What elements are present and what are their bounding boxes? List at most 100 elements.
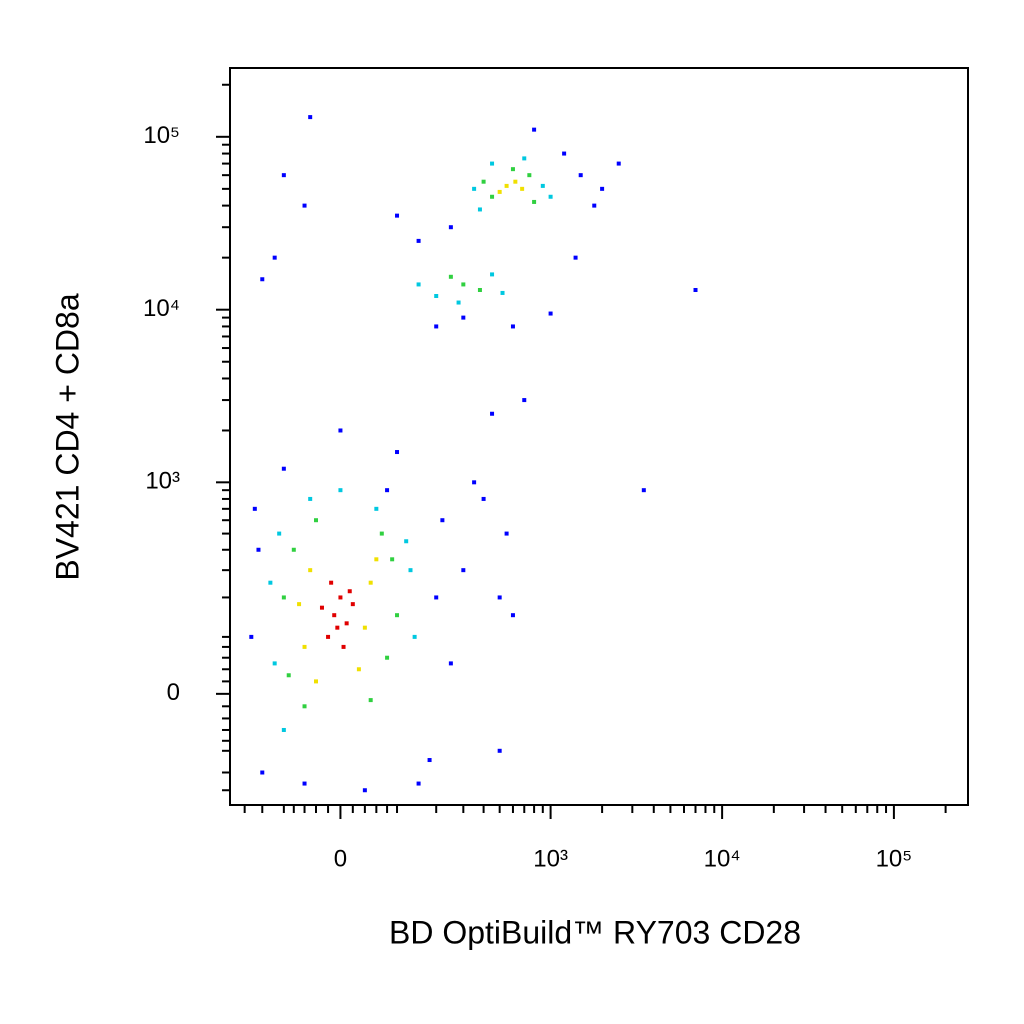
event-dot bbox=[408, 568, 413, 573]
event-dot bbox=[448, 274, 453, 279]
event-dot bbox=[416, 282, 421, 287]
event-dot bbox=[481, 496, 486, 501]
event-dot bbox=[332, 613, 337, 618]
event-dot bbox=[562, 151, 567, 156]
event-dot bbox=[461, 315, 466, 320]
x-axis-title: BD OptiBuild™ RY703 CD28 bbox=[389, 914, 801, 950]
y-tick-label: 10⁵ bbox=[143, 122, 180, 149]
event-dot bbox=[395, 213, 400, 218]
event-dot bbox=[286, 673, 291, 678]
event-dot bbox=[308, 496, 313, 501]
event-dot bbox=[260, 277, 265, 282]
event-dot bbox=[329, 580, 334, 585]
event-dot bbox=[395, 613, 400, 618]
event-dot bbox=[268, 580, 273, 585]
event-dot bbox=[302, 704, 307, 709]
event-dot bbox=[548, 311, 553, 316]
event-dot bbox=[456, 300, 461, 305]
event-dot bbox=[504, 531, 509, 536]
x-tick-label: 10³ bbox=[533, 845, 568, 872]
event-dot bbox=[600, 186, 605, 191]
event-dot bbox=[490, 161, 495, 166]
event-dot bbox=[404, 539, 409, 544]
event-dot bbox=[532, 127, 537, 132]
event-dot bbox=[522, 156, 527, 161]
event-dot bbox=[472, 186, 477, 191]
y-tick-label: 0 bbox=[167, 679, 180, 706]
event-dot bbox=[319, 605, 324, 610]
event-dot bbox=[434, 324, 439, 329]
event-dot bbox=[302, 644, 307, 649]
event-dot bbox=[326, 634, 331, 639]
event-dot bbox=[434, 294, 439, 299]
event-dot bbox=[338, 488, 343, 493]
event-dot bbox=[314, 679, 319, 684]
event-dot bbox=[497, 595, 502, 600]
event-dot bbox=[344, 621, 349, 626]
event-dot bbox=[256, 547, 261, 552]
event-dot bbox=[416, 781, 421, 786]
event-dot bbox=[616, 161, 621, 166]
event-dot bbox=[374, 506, 379, 511]
event-dot bbox=[308, 568, 313, 573]
event-dot bbox=[504, 183, 509, 188]
event-dot bbox=[272, 661, 277, 666]
event-dot bbox=[356, 667, 361, 672]
event-dot bbox=[461, 568, 466, 573]
event-dot bbox=[578, 173, 583, 178]
event-dot bbox=[500, 290, 505, 295]
x-tick-label: 0 bbox=[334, 845, 347, 872]
event-dot bbox=[281, 727, 286, 732]
event-dot bbox=[490, 194, 495, 199]
event-dot bbox=[490, 411, 495, 416]
event-dot bbox=[510, 167, 515, 172]
y-tick-label: 10³ bbox=[145, 468, 180, 495]
event-dot bbox=[497, 189, 502, 194]
plot-frame bbox=[229, 67, 969, 806]
event-dot bbox=[390, 557, 395, 562]
event-dot bbox=[314, 518, 319, 523]
event-dot bbox=[461, 282, 466, 287]
event-dot bbox=[341, 644, 346, 649]
event-dot bbox=[472, 480, 477, 485]
event-dot bbox=[374, 557, 379, 562]
event-dot bbox=[522, 398, 527, 403]
event-dot bbox=[416, 238, 421, 243]
event-dot bbox=[412, 634, 417, 639]
event-dot bbox=[362, 625, 367, 630]
event-dot bbox=[513, 179, 518, 184]
event-dot bbox=[527, 173, 532, 178]
event-dot bbox=[510, 324, 515, 329]
event-dot bbox=[497, 748, 502, 753]
event-dot bbox=[281, 173, 286, 178]
event-dot bbox=[297, 602, 302, 607]
event-dot bbox=[477, 207, 482, 212]
event-dot bbox=[338, 595, 343, 600]
event-dot bbox=[272, 255, 277, 260]
event-dot bbox=[302, 203, 307, 208]
event-dot bbox=[385, 655, 390, 660]
y-axis-title: BV421 CD4 + CD8a bbox=[49, 293, 85, 580]
event-dot bbox=[520, 186, 525, 191]
event-dot bbox=[302, 781, 307, 786]
event-dot bbox=[385, 488, 390, 493]
event-dot bbox=[350, 602, 355, 607]
event-dot bbox=[440, 518, 445, 523]
event-dot bbox=[395, 450, 400, 455]
event-dot bbox=[427, 758, 432, 763]
event-dot bbox=[281, 466, 286, 471]
event-dot bbox=[368, 580, 373, 585]
event-dot bbox=[434, 595, 439, 600]
event-dot bbox=[548, 194, 553, 199]
event-dot bbox=[379, 531, 384, 536]
event-dot bbox=[362, 788, 367, 793]
event-dot bbox=[249, 634, 254, 639]
event-dot bbox=[347, 589, 352, 594]
x-tick-label: 10⁴ bbox=[704, 845, 741, 872]
event-dot bbox=[573, 255, 578, 260]
event-dot bbox=[448, 661, 453, 666]
x-tick-label: 10⁵ bbox=[876, 845, 913, 872]
event-dot bbox=[490, 272, 495, 277]
event-dot bbox=[510, 613, 515, 618]
